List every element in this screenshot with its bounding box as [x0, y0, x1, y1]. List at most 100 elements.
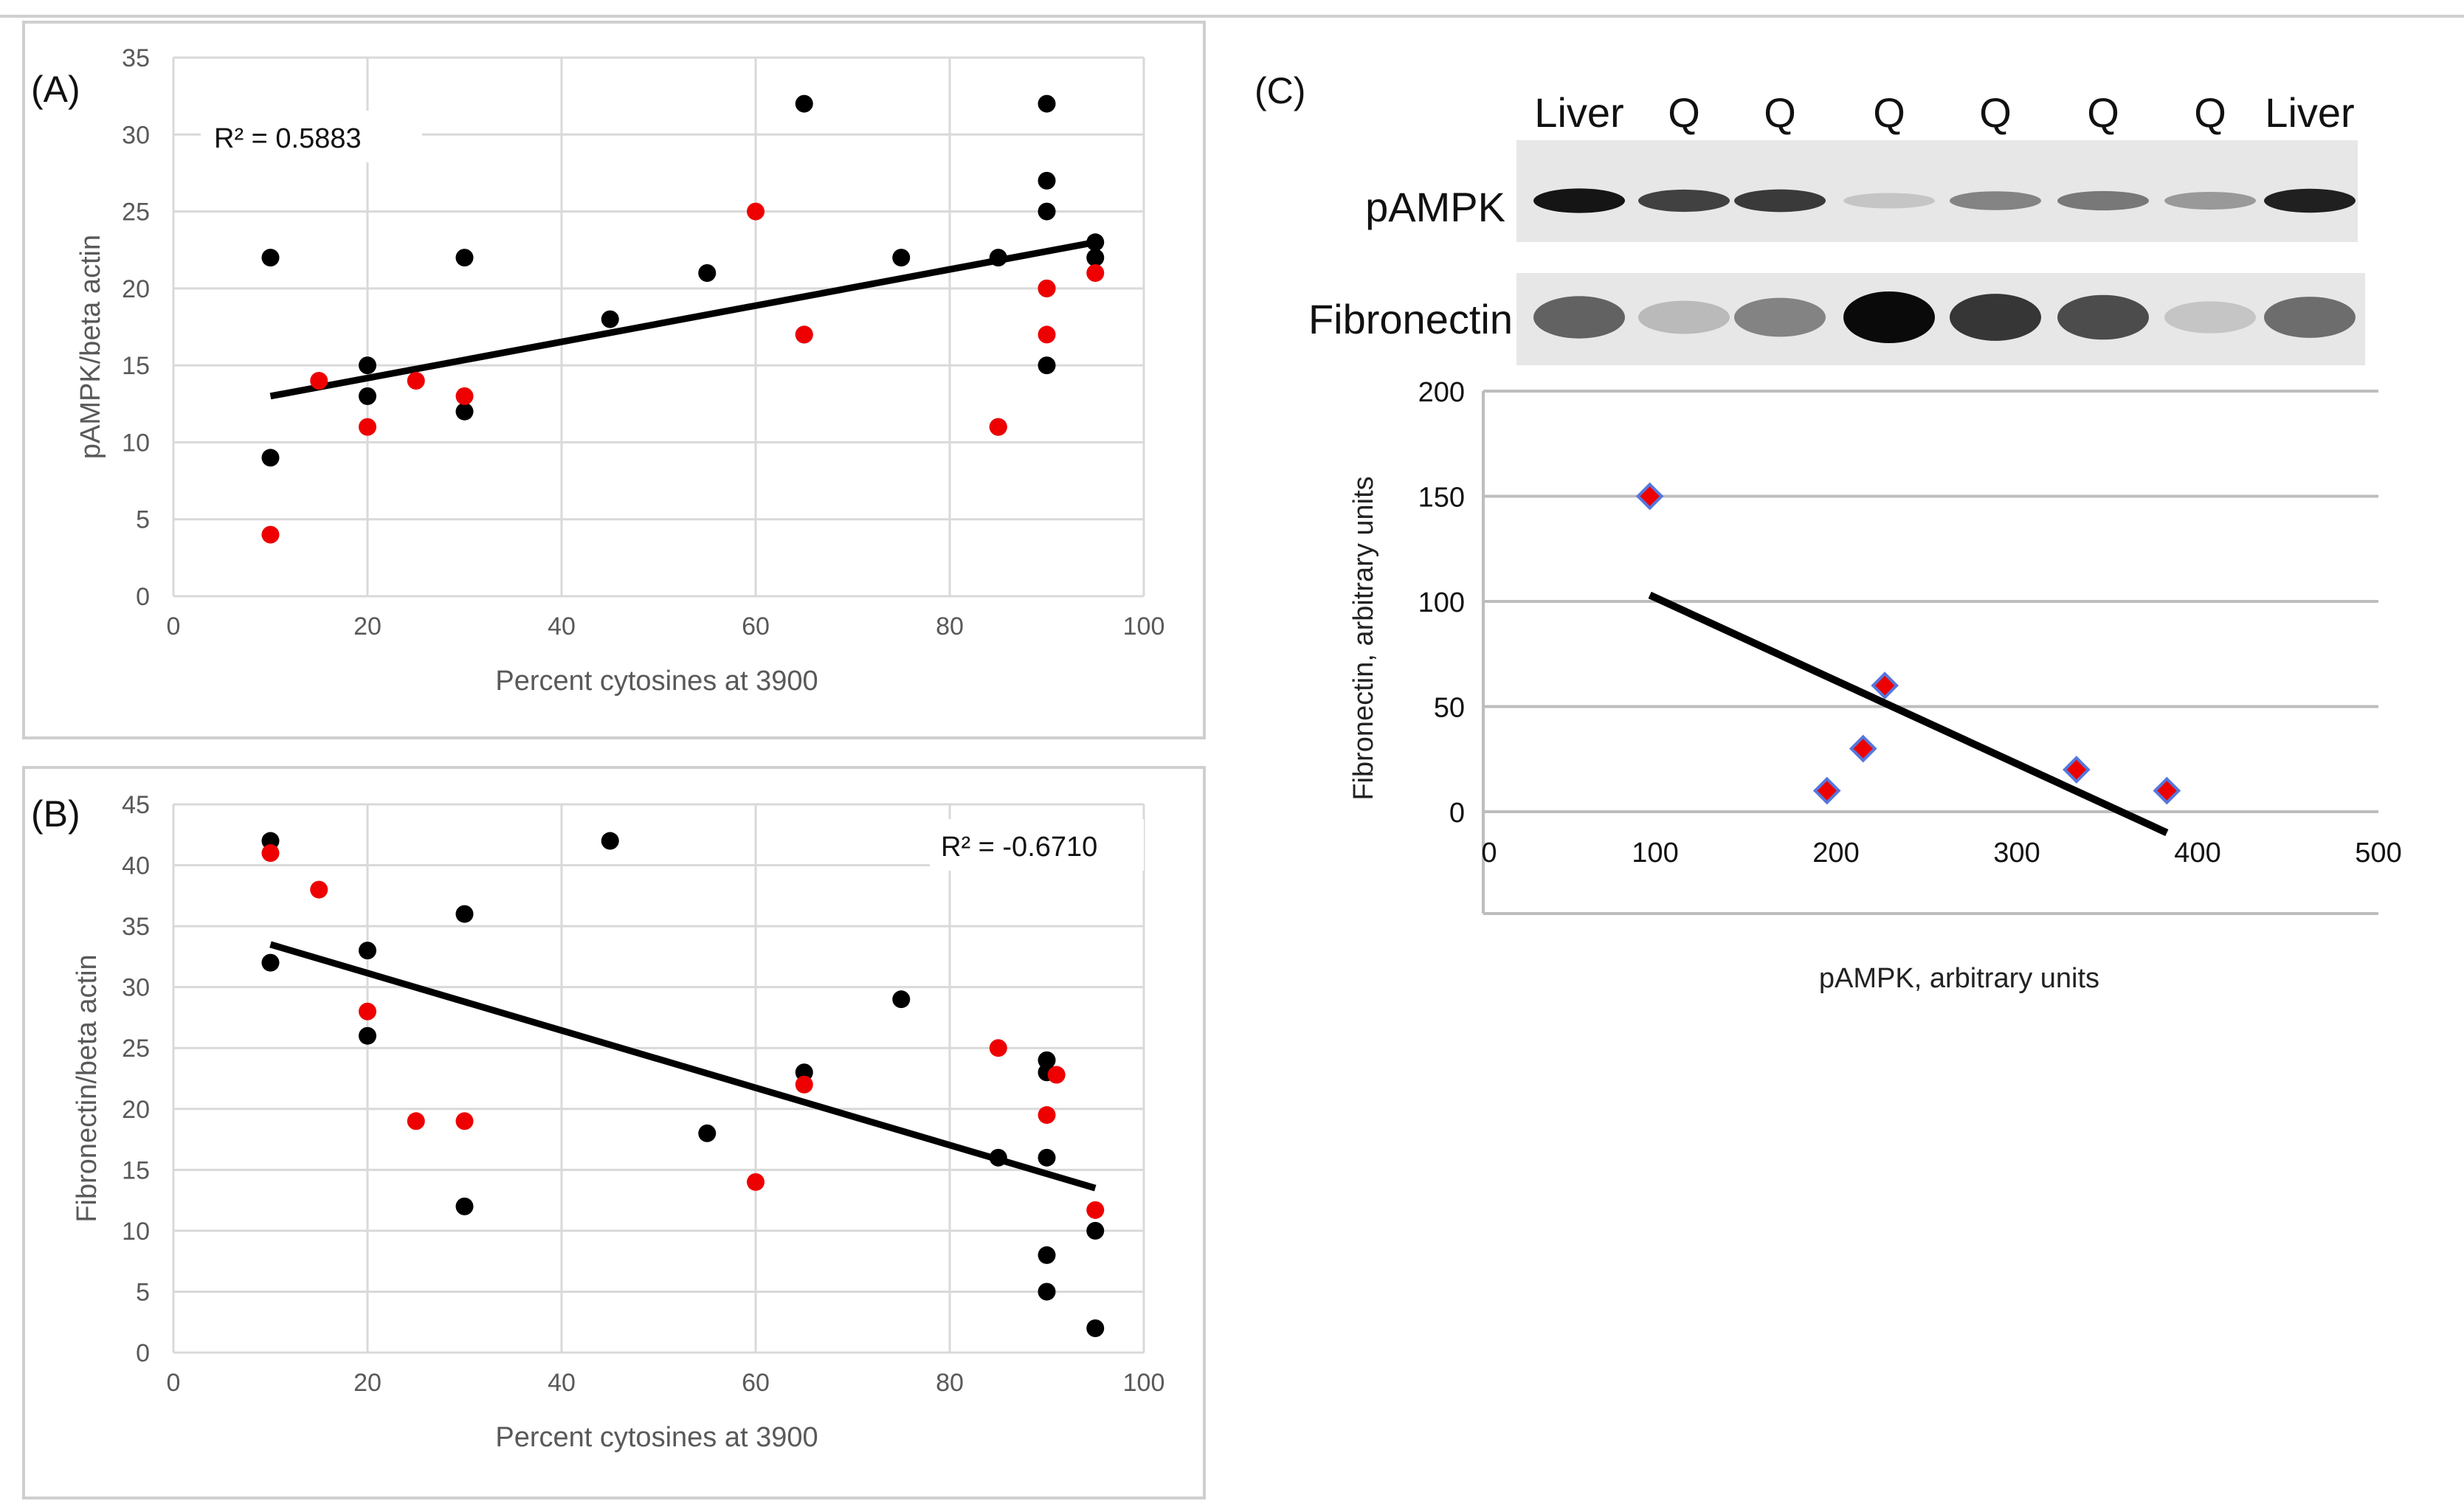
panel-c-xtick-label: 0: [1481, 838, 1497, 869]
panel-b-point-black: [1038, 1148, 1056, 1167]
blot-band: [2057, 190, 2149, 211]
blot-row-label: Fibronectin: [1308, 296, 1513, 342]
panel-a-point-red: [455, 387, 474, 405]
panel-c-ylabel: Fibronectin, arbitrary units: [1348, 476, 1379, 800]
blot-lane-label: Liver: [2265, 89, 2354, 136]
panel-a-r2: R² = 0.5883: [214, 123, 362, 154]
panel-b-label: (B): [31, 793, 80, 835]
panel-b-r2: R² = -0.6710: [941, 832, 1097, 863]
panel-a-point-black: [455, 402, 474, 421]
panel-a-point-black: [1086, 233, 1105, 252]
panel-a-point-red: [310, 372, 328, 390]
panel-c-xtick-label: 100: [1632, 838, 1678, 869]
panel-a-ytick-label: 25: [122, 199, 150, 227]
panel-b-point-black: [601, 832, 619, 850]
panel-a-xtick-label: 100: [1123, 612, 1165, 641]
panel-a-point-red: [1038, 279, 1056, 297]
panel-b-point-black: [1038, 1283, 1056, 1301]
panel-b-xtick-label: 20: [353, 1369, 382, 1397]
panel-a-point-black: [261, 449, 280, 467]
panel-b-ytick-label: 30: [122, 974, 150, 1002]
panel-c-xlabel: pAMPK, arbitrary units: [1819, 963, 2099, 994]
panel-c-ytick-label: 50: [1434, 693, 1465, 724]
panel-c-point: [1812, 776, 1841, 805]
blot-band: [1843, 291, 1935, 343]
blot-lane-label: Liver: [1534, 89, 1623, 136]
panel-b-point-red: [261, 844, 280, 863]
panel-c-point: [1871, 672, 1899, 700]
panel-c-ytick-label: 0: [1449, 798, 1465, 829]
panel-a-point-black: [455, 249, 474, 267]
panel-b-point-red: [795, 1075, 813, 1094]
panel-a-point-red: [989, 418, 1007, 436]
panel-a-point-black: [1038, 202, 1056, 221]
panel-b-ytick-label: 15: [122, 1156, 150, 1184]
panel-b-point-red: [455, 1112, 474, 1130]
panel-b-point-black: [455, 905, 474, 923]
panel-c-ytick-label: 150: [1418, 483, 1465, 514]
panel-a-point-black: [1038, 356, 1056, 375]
panel-b-point-red: [989, 1039, 1007, 1057]
panel-a-point-red: [1038, 325, 1056, 344]
panel-a-point-black: [1086, 249, 1105, 267]
panel-c-point: [1849, 734, 1877, 763]
panel-b-plot: 0 5 10 15 20 25 30 35 40 45 0 20 40 60 80 100: [122, 791, 1164, 1397]
blot-lane-label: Q: [1668, 89, 1700, 136]
panel-a-xtick-label: 40: [548, 612, 576, 641]
panel-a-ytick-label: 20: [122, 275, 150, 303]
panel-a-point-red: [359, 418, 376, 436]
panel-c-xtick-label: 500: [2355, 838, 2401, 869]
panel-c-plot: 0 50 100 150 200 0 100 200 300 400 500: [1418, 377, 2402, 915]
panel-b-xtick-label: 40: [548, 1369, 576, 1397]
blot-row-label: pAMPK: [1365, 184, 1505, 230]
panel-b-r2-box: [930, 819, 1144, 871]
panel-a-ytick-label: 10: [122, 429, 150, 457]
panel-b-ytick-label: 25: [122, 1035, 150, 1063]
panel-b-point-black: [261, 953, 280, 972]
blot-strip: [1516, 140, 2358, 242]
panel-a-ylabel: pAMPK/beta actin: [75, 235, 106, 459]
panel-b-point-red: [1047, 1066, 1066, 1084]
panel-c-point: [1635, 482, 1664, 511]
panel-c-trendline: [1648, 591, 2169, 837]
panel-b-xlabel: Percent cytosines at 3900: [495, 1422, 818, 1453]
panel-b-point-black: [1038, 1051, 1056, 1069]
panel-b-point-red: [407, 1112, 425, 1130]
panel-a-ytick-label: 30: [122, 121, 150, 149]
panel-a-label: (A): [31, 69, 80, 110]
blot-band: [1638, 189, 1730, 213]
blot-band: [1533, 188, 1625, 213]
panel-b-ytick-label: 0: [136, 1339, 150, 1367]
western-blot: Liver Q Q Q Q Q Q Liver pAMPK Fibronectin: [1308, 89, 2365, 365]
panel-a-xtick-label: 80: [936, 612, 964, 641]
panel-c-point: [2153, 776, 2181, 805]
panel-a-xtick-label: 0: [167, 612, 181, 641]
panel-a-point-black: [1038, 94, 1056, 113]
panel-b-ytick-label: 20: [122, 1096, 150, 1124]
panel-a-point-red: [795, 325, 813, 344]
blot-lane-label: Q: [2087, 89, 2119, 136]
panel-a-point-black: [1038, 171, 1056, 190]
panel-b-point-red: [310, 880, 328, 899]
blot-band: [2264, 297, 2356, 338]
blot-band: [1734, 189, 1826, 213]
blot-lane-label: Q: [2194, 89, 2226, 136]
panel-b-point-black: [892, 990, 911, 1009]
panel-a-r2-box: [201, 111, 422, 162]
panel-a-point-red: [1086, 264, 1105, 282]
panel-a-plot: 0 5 10 15 20 25 30 35 0 20 40 60 80 100: [122, 44, 1164, 641]
blot-band: [1533, 296, 1625, 339]
panel-a-point-black: [359, 356, 376, 375]
panel-c-label: (C): [1255, 70, 1305, 111]
panel-b-ylabel: Fibronectin/beta actin: [72, 954, 103, 1222]
panel-b-point-red: [1038, 1106, 1056, 1125]
blot-lane-label: Q: [1979, 89, 2012, 136]
panel-b-point-red: [1086, 1201, 1105, 1219]
panel-a-point-black: [261, 249, 280, 267]
panel-a-xtick-label: 60: [742, 612, 770, 641]
panel-b-trendline: [269, 941, 1097, 1192]
blot-band: [1950, 191, 2041, 210]
panel-b-ytick-label: 10: [122, 1218, 150, 1246]
panel-b-point-black: [261, 832, 280, 850]
